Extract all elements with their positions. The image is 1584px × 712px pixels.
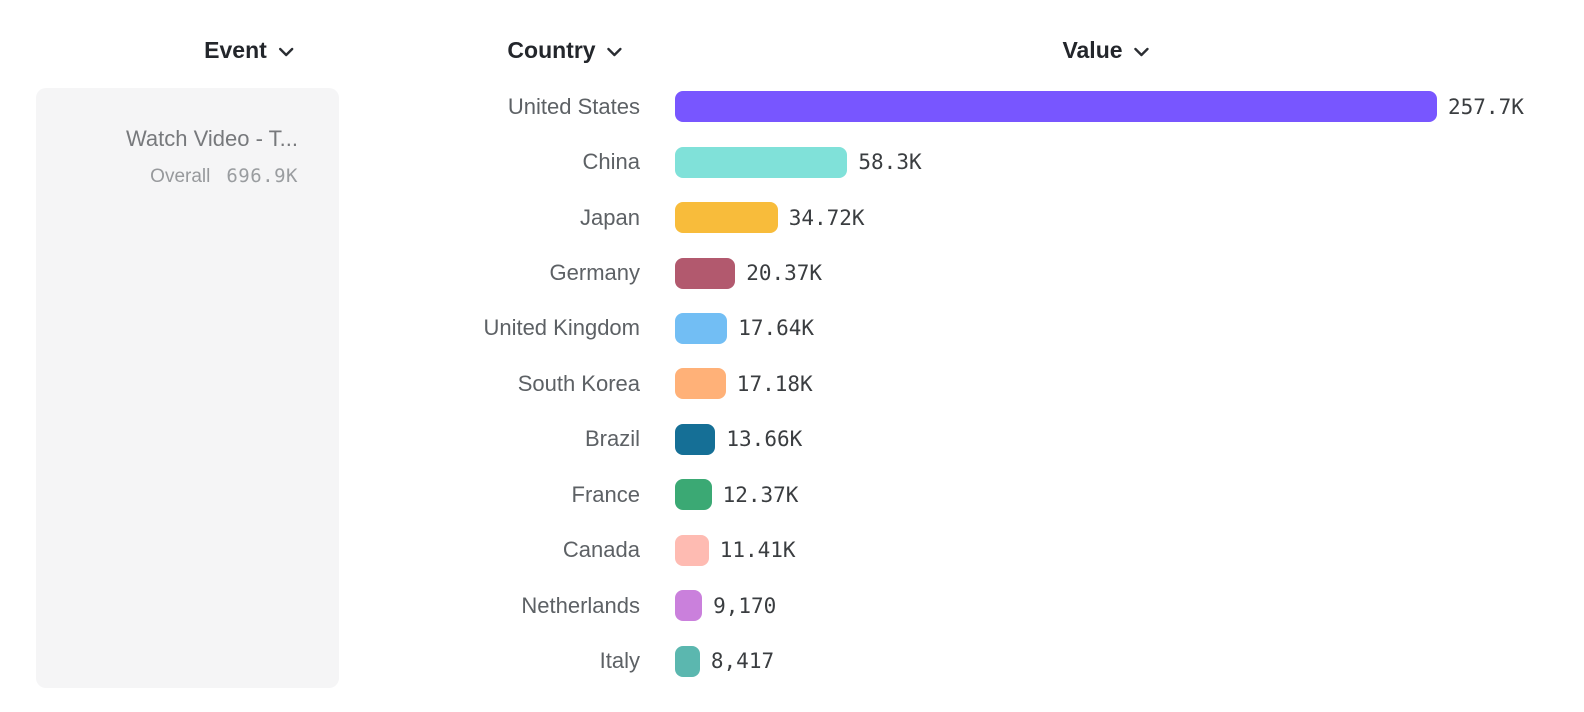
country-bar-chart: United States 257.7K China 58.3K Japan 34.72K…: [0, 79, 1584, 689]
value-label: 20.37K: [746, 261, 823, 286]
bar-area: 12.37K: [675, 479, 1584, 511]
chevron-down-icon: [607, 47, 622, 56]
bar-area: 20.37K: [675, 257, 1584, 289]
event-column-header[interactable]: Event: [204, 35, 294, 65]
event-card[interactable]: Watch Video - T... Overall 696.9K: [36, 88, 339, 688]
bar-area: 13.66K: [675, 423, 1584, 455]
event-column-header-label: Event: [204, 36, 267, 63]
country-label: Japan: [580, 204, 640, 230]
chart-row: Italy 8,417: [0, 633, 1584, 688]
bar-area: 257.7K: [675, 91, 1584, 123]
value-bar[interactable]: [675, 146, 848, 178]
bar-area: 9,170: [675, 590, 1584, 622]
value-column-header[interactable]: Value: [1062, 35, 1149, 65]
value-label: 58.3K: [858, 150, 922, 175]
chart-row: Netherlands 9,170: [0, 578, 1584, 633]
value-label: 17.18K: [736, 371, 813, 396]
value-bar[interactable]: [675, 312, 728, 344]
value-label: 13.66K: [726, 427, 803, 452]
country-label: Canada: [562, 537, 640, 563]
country-label: United States: [507, 93, 640, 119]
value-label: 17.64K: [738, 316, 815, 341]
value-bar[interactable]: [675, 479, 712, 511]
chart-row: Brazil 13.66K: [0, 412, 1584, 467]
chart-row: Germany 20.37K: [0, 245, 1584, 300]
bar-area: 17.18K: [675, 368, 1584, 400]
value-label: 12.37K: [722, 482, 799, 507]
overall-label: Overall: [150, 166, 211, 187]
chart-row: South Korea 17.18K: [0, 356, 1584, 411]
value-label: 11.41K: [719, 538, 796, 563]
value-bar[interactable]: [675, 368, 726, 400]
event-metric: Overall 696.9K: [36, 165, 298, 188]
value-label: 257.7K: [1448, 94, 1524, 119]
chart-row: Canada 11.41K: [0, 523, 1584, 578]
country-column-header-label: Country: [507, 36, 596, 63]
country-label: China: [582, 149, 640, 175]
chart-row: China 58.3K: [0, 134, 1584, 189]
chart-row: United States 257.7K: [0, 79, 1584, 134]
value-label: 8,417: [710, 649, 775, 674]
chart-row: Japan 34.72K: [0, 190, 1584, 245]
value-column-header-label: Value: [1062, 36, 1123, 63]
event-name: Watch Video - T...: [125, 126, 298, 151]
value-bar[interactable]: [675, 423, 716, 455]
country-label: Germany: [549, 260, 640, 286]
value-bar[interactable]: [675, 590, 703, 622]
country-label: Netherlands: [521, 592, 640, 618]
value-bar[interactable]: [675, 645, 700, 677]
bar-area: 17.64K: [675, 312, 1584, 344]
country-label: Italy: [599, 648, 640, 674]
value-bar[interactable]: [675, 534, 709, 566]
country-label: South Korea: [517, 370, 640, 396]
chart-row: United Kingdom 17.64K: [0, 301, 1584, 356]
overall-value: 696.9K: [226, 165, 298, 187]
chevron-down-icon: [278, 47, 294, 56]
country-column-header[interactable]: Country: [507, 35, 622, 65]
bar-area: 58.3K: [675, 146, 1584, 178]
country-label: France: [571, 481, 640, 507]
chart-row: France 12.37K: [0, 467, 1584, 522]
country-label: United Kingdom: [483, 315, 640, 341]
country-label: Brazil: [584, 426, 640, 452]
value-bar[interactable]: [675, 257, 736, 289]
value-bar[interactable]: [675, 202, 778, 234]
chevron-down-icon: [1134, 47, 1149, 56]
value-bar[interactable]: [675, 91, 1437, 123]
bar-area: 11.41K: [675, 534, 1584, 566]
value-label: 9,170: [713, 593, 777, 618]
bar-area: 34.72K: [675, 202, 1584, 234]
value-label: 34.72K: [788, 205, 865, 230]
bar-area: 8,417: [675, 645, 1584, 677]
